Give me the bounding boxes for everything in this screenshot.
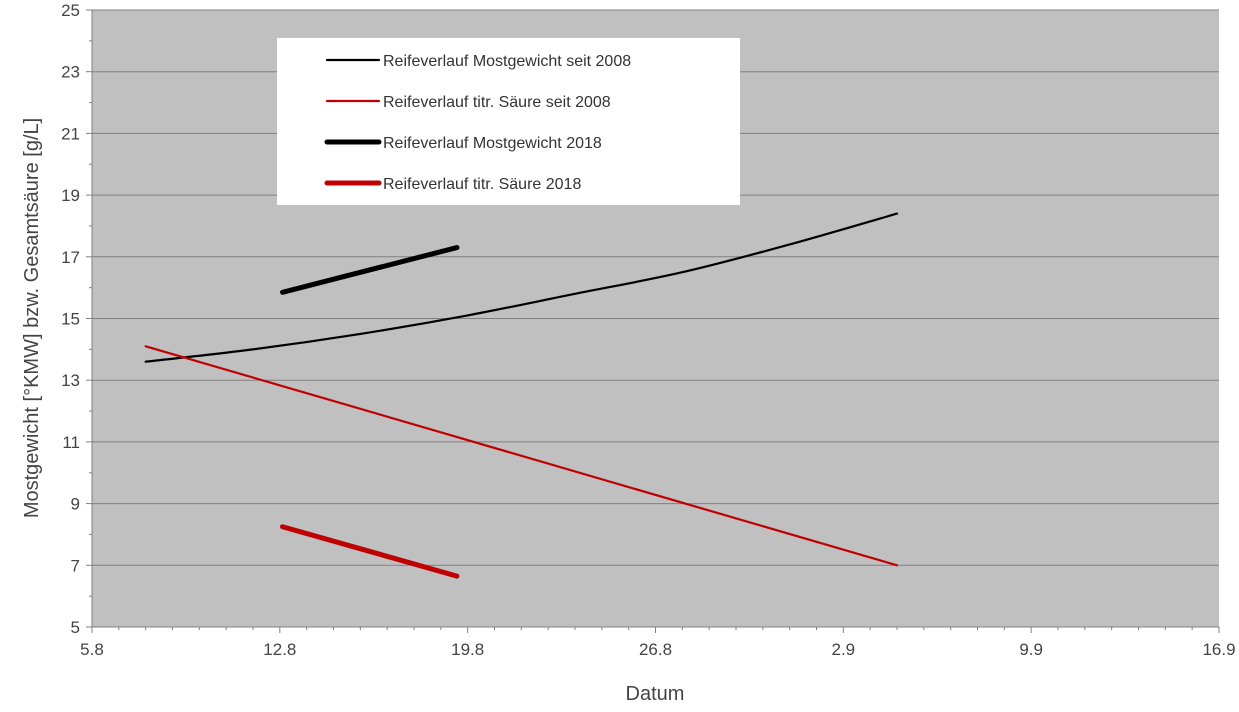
y-axis: 5 7 9 11 13 15 17 19 21 23 25 (61, 1, 93, 637)
legend: Reifeverlauf Mostgewicht seit 2008 Reifev… (277, 38, 740, 205)
series-layer (144, 212, 899, 579)
y-tick-label: 23 (61, 63, 80, 82)
legend-items: Reifeverlauf Mostgewicht seit 2008 Reifev… (324, 53, 631, 193)
legend-label: Reifeverlauf Mostgewicht seit 2008 (383, 53, 631, 70)
y-tick-label: 21 (61, 124, 80, 143)
x-tick-label: 9.9 (1019, 640, 1043, 659)
y-tick-label: 7 (71, 556, 80, 575)
x-axis: 5.8 12.8 19.8 26.8 2.9 9.9 16.9 (80, 626, 1236, 659)
y-tick-label: 19 (61, 186, 80, 205)
legend-box (277, 38, 740, 205)
x-tick-label: 19.8 (451, 640, 484, 659)
series-line-4 (280, 524, 460, 579)
legend-label: Reifeverlauf titr. Säure 2018 (383, 176, 581, 193)
y-tick-label: 17 (61, 248, 80, 267)
series-line-2 (144, 345, 899, 567)
x-axis-title: Datum (626, 683, 685, 705)
x-tick-label: 16.9 (1202, 640, 1235, 659)
y-tick-label: 25 (61, 1, 80, 20)
y-tick-label: 15 (61, 310, 80, 329)
y-tick-label: 5 (71, 618, 80, 637)
x-tick-label: 2.9 (832, 640, 856, 659)
y-tick-label: 13 (61, 371, 80, 390)
y-axis-title: Mostgewicht [°KMW] bzw. Gesamtsäure [g/L… (21, 118, 43, 518)
y-tick-label: 9 (71, 495, 80, 514)
series-line-1 (144, 212, 899, 363)
series-line-3 (280, 245, 460, 295)
x-tick-label: 26.8 (639, 640, 672, 659)
x-tick-label: 12.8 (263, 640, 296, 659)
legend-label: Reifeverlauf Mostgewicht 2018 (383, 135, 602, 152)
legend-label: Reifeverlauf titr. Säure seit 2008 (383, 94, 611, 111)
x-tick-label: 5.8 (80, 640, 104, 659)
y-tick-label: 11 (62, 433, 80, 452)
